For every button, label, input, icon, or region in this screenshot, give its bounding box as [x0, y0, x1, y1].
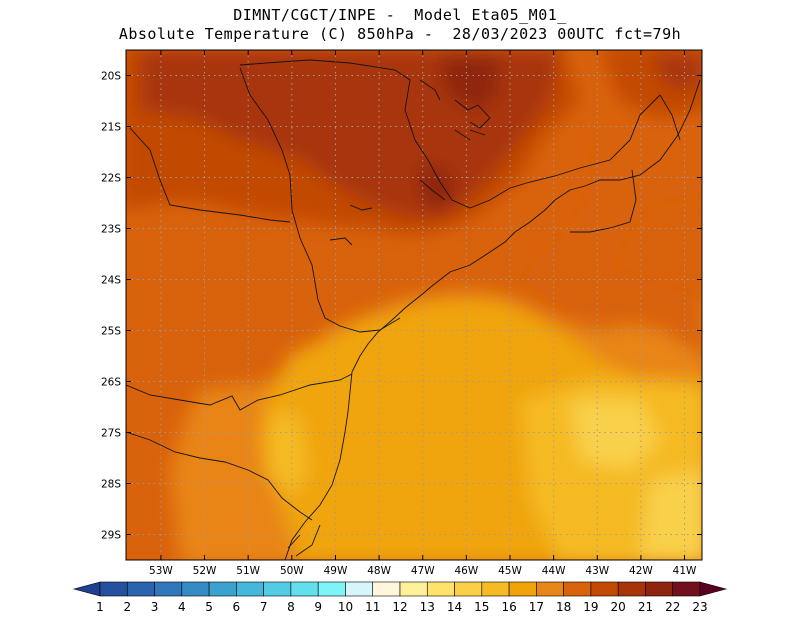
lat-label-26s: 26S: [101, 377, 121, 389]
colorbar-swatch: [290, 581, 319, 597]
map-subtitle: Absolute Temperature (C) 850hPa - 28/03/…: [118, 25, 682, 43]
lon-label-48w: 48W: [367, 565, 391, 577]
lat-label-23s: 23S: [101, 224, 121, 236]
colorbar-label: 11: [365, 600, 380, 614]
latitude-labels: 20S 21S 22S 23S 24S 25S 26S 27S 28S 29S: [101, 71, 121, 542]
lat-label-21s: 21S: [101, 122, 121, 134]
lon-label-41w: 41W: [673, 565, 697, 577]
colorbar-label: 13: [420, 600, 435, 614]
lon-label-46w: 46W: [454, 565, 478, 577]
colorbar-label: 3: [151, 600, 159, 614]
temperature-field: [126, 50, 702, 560]
colorbar-swatch: [372, 581, 401, 597]
axis-ticks: [126, 50, 702, 560]
lon-label-47w: 47W: [411, 565, 435, 577]
colorbar-swatch: [154, 581, 183, 597]
colorbar-labels: 1 2 3 4 5 6 7 8 9 10 11 12 13 14 15 16 17 18 19 20 21 22 23: [96, 600, 707, 614]
colorbar-swatch: [263, 581, 292, 597]
colorbar-arrow-left: [72, 581, 101, 597]
colorbar-label: 9: [314, 600, 322, 614]
colorbar-arrow-right: [699, 581, 728, 597]
colorbar-swatch: [508, 581, 537, 597]
lon-label-52w: 52W: [193, 565, 217, 577]
lon-label-49w: 49W: [324, 565, 348, 577]
colorbar-swatch: [399, 581, 428, 597]
colorbar-label: 4: [178, 600, 186, 614]
map-frame: [125, 49, 703, 561]
colorbar-swatch: [563, 581, 592, 597]
colorbar-swatch: [454, 581, 483, 597]
colorbar-swatch: [126, 581, 155, 597]
lon-label-44w: 44W: [542, 565, 566, 577]
colorbar-swatch: [345, 581, 374, 597]
lon-label-53w: 53W: [149, 565, 173, 577]
colorbar-label: 16: [501, 600, 516, 614]
lat-label-29s: 29S: [101, 530, 121, 542]
boundary-lines: [126, 59, 701, 560]
colorbar-label: 22: [665, 600, 680, 614]
colorbar-swatch: [181, 581, 210, 597]
colorbar-label: 23: [692, 600, 707, 614]
lat-label-24s: 24S: [101, 275, 121, 287]
colorbar-swatch: [645, 581, 674, 597]
colorbar-swatch: [617, 581, 646, 597]
colorbar-label: 7: [260, 600, 268, 614]
colorbar-swatch: [236, 581, 264, 597]
colorbar-label: 10: [338, 600, 353, 614]
longitude-labels: 53W 52W 51W 50W 49W 48W 47W 46W 45W 44W …: [149, 565, 697, 577]
colorbar-label: 6: [233, 600, 241, 614]
colorbar-label: 8: [287, 600, 295, 614]
colorbar-label: 21: [638, 600, 653, 614]
colorbar-swatch: [481, 581, 510, 597]
colorbar-swatch: [99, 581, 128, 597]
colorbar-swatch: [536, 581, 564, 597]
colorbar-label: 17: [529, 600, 544, 614]
lon-label-43w: 43W: [585, 565, 609, 577]
colorbar-label: 5: [205, 600, 213, 614]
colorbar-label: 19: [583, 600, 598, 614]
colorbar-label: 20: [611, 600, 626, 614]
colorbar-swatch: [317, 581, 346, 597]
colorbar-label: 14: [447, 600, 462, 614]
colorbar-label: 12: [392, 600, 407, 614]
lat-label-25s: 25S: [101, 326, 121, 338]
colorbar-label: 1: [96, 600, 104, 614]
lat-label-22s: 22S: [101, 173, 121, 185]
lon-label-42w: 42W: [629, 565, 653, 577]
lon-label-45w: 45W: [498, 565, 522, 577]
colorbar-swatch: [208, 581, 237, 597]
colorbar-swatch: [426, 581, 455, 597]
colorbar-swatch: [590, 581, 619, 597]
lon-label-50w: 50W: [280, 565, 304, 577]
lat-label-28s: 28S: [101, 479, 121, 491]
colorbar-label: 15: [474, 600, 489, 614]
colorbar-label: 2: [123, 600, 131, 614]
lat-label-20s: 20S: [101, 71, 121, 83]
lon-label-51w: 51W: [236, 565, 260, 577]
colorbar: [72, 581, 728, 597]
colorbar-swatch: [672, 581, 701, 597]
colorbar-label: 18: [556, 600, 571, 614]
map-title: DIMNT/CGCT/INPE - Model Eta05_M01_: [233, 6, 567, 24]
lat-label-27s: 27S: [101, 428, 121, 440]
